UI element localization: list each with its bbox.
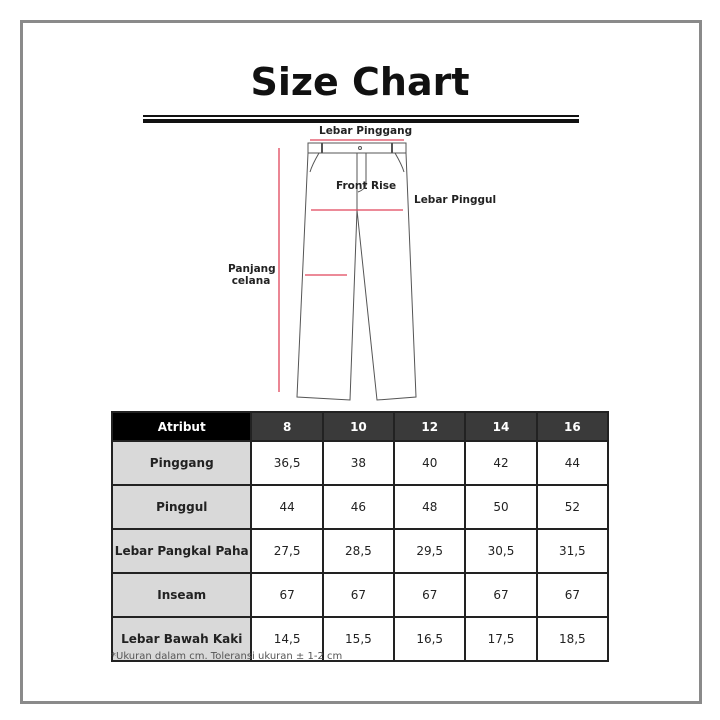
header-size: 16 bbox=[535, 411, 610, 442]
table-row: Pinggang 36,5 38 40 42 44 bbox=[110, 440, 610, 486]
table-cell: 17,5 bbox=[464, 616, 538, 662]
table-cell: 16,5 bbox=[393, 616, 467, 662]
label-length-line2: celana bbox=[231, 275, 271, 287]
header-size: 12 bbox=[393, 411, 467, 442]
row-label: Lebar Bawah Kaki bbox=[110, 616, 253, 662]
table-cell: 18,5 bbox=[535, 616, 610, 662]
table-cell: 42 bbox=[464, 440, 538, 486]
table-cell: 36,5 bbox=[250, 440, 324, 486]
label-front-rise: Front Rise bbox=[336, 180, 397, 192]
table-row: Inseam 67 67 67 67 67 bbox=[110, 572, 610, 618]
row-label: Pinggul bbox=[110, 484, 253, 530]
table-cell: 67 bbox=[464, 572, 538, 618]
table-cell: 50 bbox=[464, 484, 538, 530]
label-waist: Lebar Pinggang bbox=[319, 125, 413, 137]
label-hip: Lebar Pinggul bbox=[414, 194, 497, 206]
table-cell: 67 bbox=[393, 572, 467, 618]
table-cell: 67 bbox=[535, 572, 610, 618]
table-cell: 15,5 bbox=[321, 616, 396, 662]
table-cell: 14,5 bbox=[250, 616, 324, 662]
table-row: Lebar Bawah Kaki 14,5 15,5 16,5 17,5 18,5 bbox=[110, 616, 610, 662]
label-length: Panjang celana bbox=[228, 263, 276, 287]
label-length-line1: Panjang bbox=[228, 263, 276, 275]
table-row: Pinggul 44 46 48 50 52 bbox=[110, 484, 610, 530]
header-size: 14 bbox=[464, 411, 538, 442]
table-cell: 48 bbox=[393, 484, 467, 530]
table-cell: 28,5 bbox=[321, 528, 396, 574]
page-frame bbox=[20, 20, 702, 704]
header-attribute: Atribut bbox=[110, 411, 253, 442]
header-size: 8 bbox=[250, 411, 324, 442]
title-divider-thick bbox=[143, 119, 579, 123]
size-note: *Ukuran dalam cm. Toleransi ukuran ± 1-2… bbox=[111, 651, 343, 662]
table-cell: 27,5 bbox=[250, 528, 324, 574]
table-cell: 67 bbox=[321, 572, 396, 618]
table-cell: 38 bbox=[321, 440, 396, 486]
table-cell: 44 bbox=[535, 440, 610, 486]
table-cell: 67 bbox=[250, 572, 324, 618]
table-cell: 46 bbox=[321, 484, 396, 530]
title-divider bbox=[143, 115, 579, 117]
table-cell: 40 bbox=[393, 440, 467, 486]
table-cell: 52 bbox=[535, 484, 610, 530]
row-label: Pinggang bbox=[110, 440, 253, 486]
table-row: Lebar Pangkal Paha 27,5 28,5 29,5 30,5 31,5 bbox=[110, 528, 610, 574]
size-table: Atribut 8 10 12 14 16 Pinggang 36,5 38 40 42 44 Pin… bbox=[110, 411, 610, 662]
row-label: Inseam bbox=[110, 572, 253, 618]
table-cell: 44 bbox=[250, 484, 324, 530]
row-label: Lebar Pangkal Paha bbox=[110, 528, 253, 574]
page-title: Size Chart bbox=[250, 60, 470, 104]
header-size: 10 bbox=[321, 411, 396, 442]
table-cell: 29,5 bbox=[393, 528, 467, 574]
table-cell: 31,5 bbox=[535, 528, 610, 574]
table-cell: 30,5 bbox=[464, 528, 538, 574]
